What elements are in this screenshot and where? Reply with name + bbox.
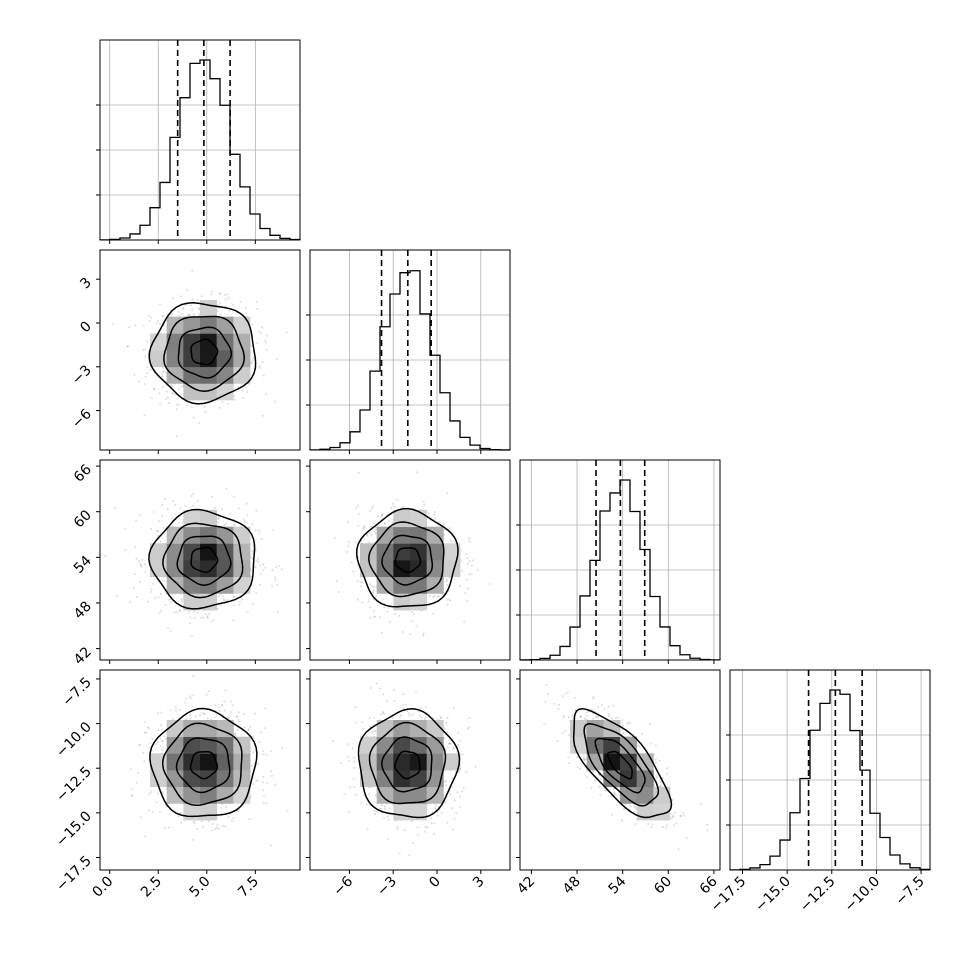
panel-frame-2-2 bbox=[519, 459, 721, 661]
contour-3-0-3 bbox=[149, 707, 258, 818]
contour-3-2-1 bbox=[594, 737, 646, 794]
panel-frame-3-0 bbox=[99, 669, 301, 871]
panel-frame-3-1 bbox=[309, 669, 511, 871]
histogram-step-1 bbox=[309, 270, 511, 451]
y-tick-label-2-3: 60 bbox=[71, 507, 95, 531]
x-tick-label-2-3: 60 bbox=[651, 874, 675, 898]
contour-2-0-1 bbox=[176, 535, 232, 586]
y-tick-label-3-0: −17.5 bbox=[53, 853, 95, 895]
contour-2-1-3 bbox=[355, 507, 459, 608]
scatter-panel-3-1 bbox=[306, 669, 511, 874]
contour-3-0-0 bbox=[189, 751, 219, 780]
y-tick-label-2-2: 54 bbox=[71, 553, 95, 577]
contour-3-0-1 bbox=[175, 737, 231, 794]
x-tick-label-3-2: −12.5 bbox=[797, 874, 839, 916]
histogram-panel-3 bbox=[726, 669, 931, 874]
y-tick-label-2-0: 42 bbox=[71, 644, 95, 668]
contour-3-1-3 bbox=[357, 708, 461, 819]
x-tick-label-2-1: 48 bbox=[560, 874, 584, 898]
y-tick-label-3-1: −15.0 bbox=[53, 808, 95, 850]
histogram-step-0 bbox=[99, 59, 301, 241]
y-tick-label-3-3: −10.0 bbox=[53, 719, 95, 761]
histogram-panel-0 bbox=[96, 39, 301, 244]
y-tick-label-1-2: 0 bbox=[77, 319, 95, 337]
contour-2-1-1 bbox=[381, 534, 434, 586]
contour-3-2-3 bbox=[572, 707, 673, 819]
y-tick-label-2-4: 66 bbox=[71, 462, 95, 486]
x-tick-label-0-2: 5.0 bbox=[187, 874, 214, 901]
panel-frame-3-2 bbox=[519, 669, 721, 871]
contour-2-0-2 bbox=[162, 522, 244, 599]
scatter-panel-3-2 bbox=[516, 669, 721, 874]
panel-frame-1-0 bbox=[99, 249, 301, 451]
contour-3-2-0 bbox=[606, 750, 633, 780]
contour-3-0-2 bbox=[161, 722, 243, 807]
x-tick-label-3-1: −15.0 bbox=[752, 874, 794, 916]
x-tick-label-3-3: −10.0 bbox=[842, 874, 884, 916]
y-tick-label-3-4: −7.5 bbox=[59, 674, 94, 709]
contour-3-1-2 bbox=[368, 721, 447, 805]
histogram-panel-1 bbox=[306, 249, 511, 454]
scatter-panel-3-0 bbox=[96, 669, 301, 874]
histogram-step-2 bbox=[519, 479, 721, 661]
contour-3-1-1 bbox=[381, 736, 433, 793]
histogram-step-3 bbox=[729, 689, 931, 871]
y-tick-label-1-1: −3 bbox=[69, 362, 95, 388]
y-tick-label-1-0: −6 bbox=[69, 406, 95, 432]
x-tick-label-2-2: 54 bbox=[606, 873, 630, 897]
x-tick-label-2-0: 42 bbox=[514, 874, 538, 898]
x-tick-label-1-2: 0 bbox=[426, 874, 444, 892]
contour-1-0-3 bbox=[148, 302, 257, 405]
x-tick-label-0-3: 7.5 bbox=[235, 874, 262, 901]
y-tick-label-2-1: 48 bbox=[71, 598, 95, 622]
histogram-panel-2 bbox=[516, 459, 721, 664]
panel-frame-0-0 bbox=[99, 39, 301, 241]
panel-frame-2-1 bbox=[309, 459, 511, 661]
y-tick-label-1-3: 3 bbox=[77, 275, 95, 293]
x-tick-label-0-1: 2.5 bbox=[138, 874, 165, 901]
scatter-panel-2-1 bbox=[306, 459, 511, 664]
panel-frame-1-1 bbox=[309, 249, 511, 451]
contour-2-1-0 bbox=[394, 547, 422, 574]
scatter-panel-2-0 bbox=[96, 459, 301, 664]
x-tick-label-1-0: −6 bbox=[330, 873, 356, 899]
panel-frame-2-0 bbox=[99, 459, 301, 661]
x-tick-label-1-1: −3 bbox=[374, 874, 400, 900]
contour-1-0-0 bbox=[190, 338, 219, 366]
contour-1-0-2 bbox=[163, 315, 245, 393]
panel-frame-3-3 bbox=[729, 669, 931, 871]
x-tick-label-3-4: −7.5 bbox=[893, 874, 928, 909]
contour-3-2-2 bbox=[583, 722, 660, 807]
x-tick-label-0-0: 0.0 bbox=[89, 874, 116, 901]
x-tick-label-1-3: 3 bbox=[470, 874, 488, 892]
contour-1-0-1 bbox=[177, 326, 233, 379]
contour-2-0-0 bbox=[190, 546, 219, 573]
y-tick-label-3-2: −12.5 bbox=[53, 764, 95, 806]
contour-2-0-3 bbox=[148, 508, 256, 610]
contour-3-1-0 bbox=[394, 750, 421, 780]
contour-2-1-2 bbox=[368, 521, 445, 598]
scatter-panel-1-0 bbox=[96, 249, 301, 454]
